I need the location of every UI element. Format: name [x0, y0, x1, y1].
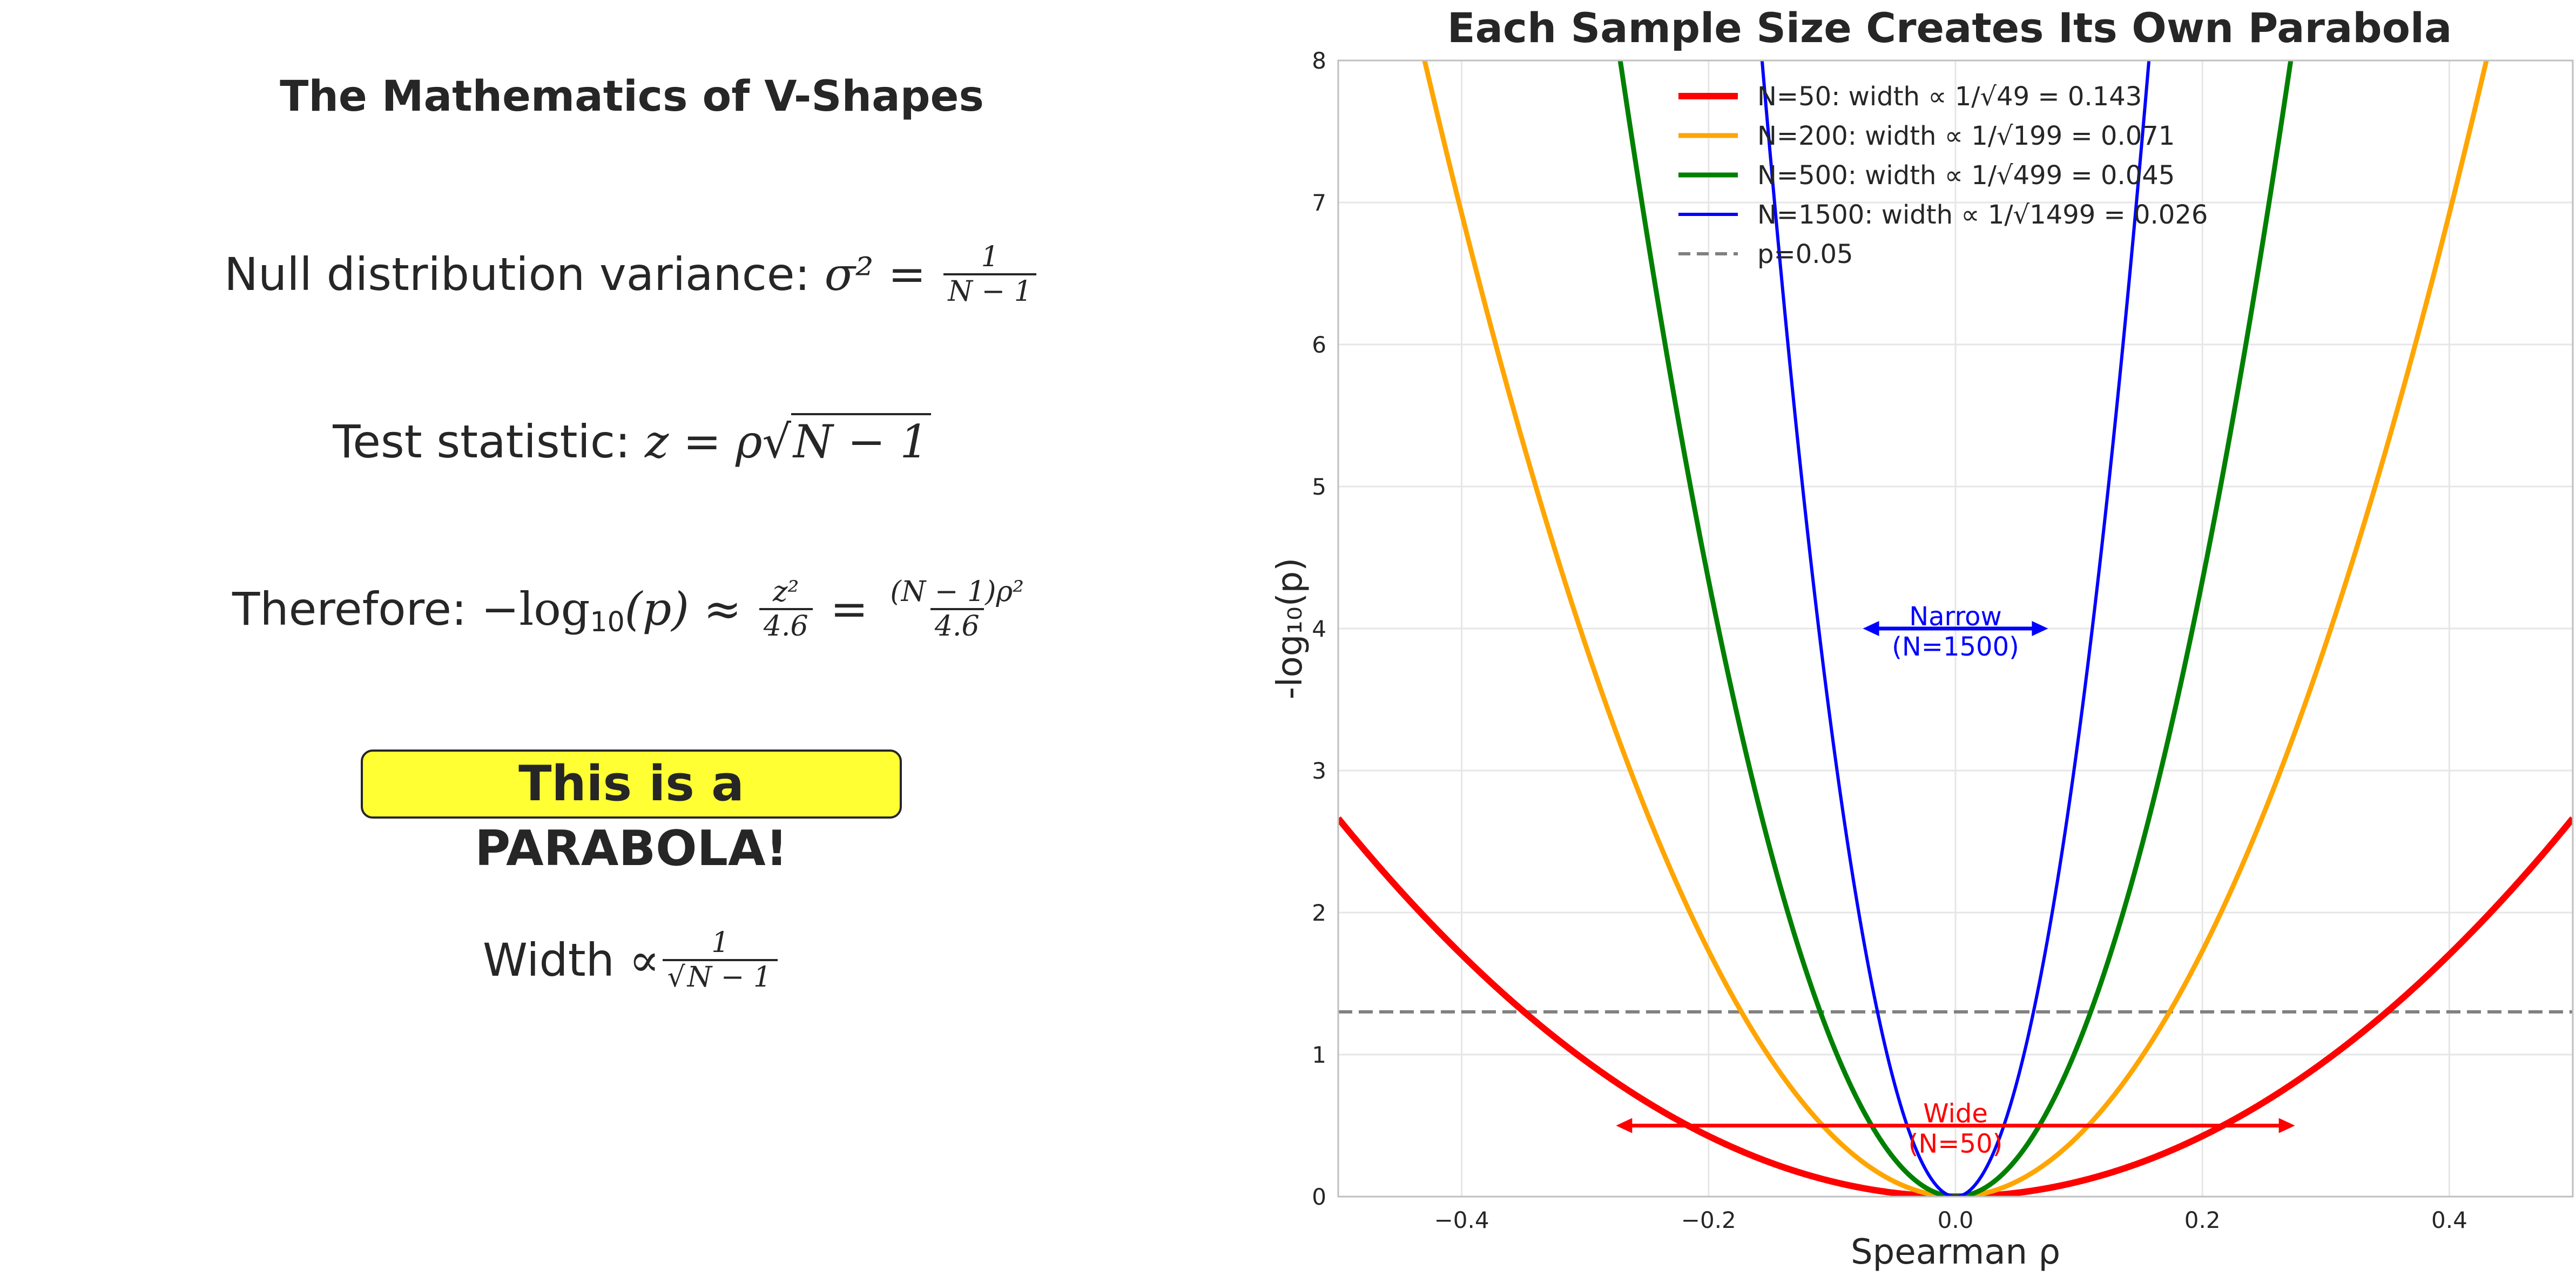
legend-label: N=50: width ∝ 1/√49 = 0.143	[1757, 82, 2142, 112]
series-lines	[1338, 60, 2573, 1197]
plot-frame	[1337, 59, 2574, 1198]
series-line-n200	[1422, 60, 2489, 1197]
width-fraction: 1 √N − 1	[663, 927, 778, 994]
y-tick-label: 1	[1312, 1042, 1326, 1068]
annotation-label-line2: (N=50)	[1909, 1129, 2003, 1159]
width-denominator: N − 1	[685, 959, 774, 994]
parabola-callout: This is a PARABOLA!	[361, 749, 902, 877]
y-tick-label: 7	[1312, 190, 1326, 216]
variance-lhs: σ² =	[824, 248, 941, 301]
test-statistic-sqrt-arg: N − 1	[791, 413, 931, 469]
width-numerator: 1	[711, 927, 730, 959]
annotation-label-line1: Wide	[1923, 1099, 1988, 1129]
legend: N=50: width ∝ 1/√49 = 0.143 N=200: width …	[1678, 82, 2208, 269]
left-panel-title: The Mathematics of V-Shapes	[280, 72, 984, 121]
annotation-arrowhead-right	[2278, 1118, 2295, 1133]
x-tick-label: 0.4	[2431, 1207, 2467, 1233]
test-statistic-equation: Test statistic: z = ρ√N − 1	[0, 413, 1264, 469]
y-tick-label: 3	[1312, 758, 1326, 784]
annotation-label-line1: Narrow	[1909, 602, 2002, 632]
y-tick-label: 4	[1312, 616, 1326, 642]
x-tick-label: −0.4	[1434, 1207, 1489, 1233]
y-tick-label: 5	[1312, 474, 1326, 500]
x-tick-label: 0.0	[1938, 1207, 1974, 1233]
y-tick-label: 6	[1312, 332, 1326, 358]
test-statistic-label: Test statistic:	[333, 415, 645, 469]
width-label: Width	[482, 934, 629, 987]
legend-label: N=500: width ∝ 1/√499 = 0.045	[1757, 160, 2175, 191]
y-tick-label: 2	[1312, 900, 1326, 926]
annotation-arrowhead-left	[1616, 1118, 1633, 1133]
x-tick-label: −0.2	[1681, 1207, 1736, 1233]
log-p-den-2: 4.6	[930, 608, 984, 640]
test-statistic-lhs: z = ρ	[645, 415, 763, 469]
log-p-lhs: −log	[481, 583, 590, 636]
log-p-subscript: 10	[590, 605, 625, 638]
annotation-arrowhead-left	[1863, 621, 1879, 636]
legend-label: p=0.05	[1757, 239, 1853, 269]
y-axis-label: -log₁₀(p)	[1270, 558, 1310, 700]
width-equation: Width ∝ 1 √N − 1	[0, 927, 1264, 994]
log-p-num-1: z²	[773, 576, 799, 608]
log-p-den-1: 4.6	[759, 608, 813, 640]
y-tick-label: 0	[1312, 1184, 1326, 1210]
y-tick-label: 8	[1312, 48, 1326, 74]
log-p-label: Therefore:	[232, 583, 481, 636]
legend-label: N=200: width ∝ 1/√199 = 0.071	[1757, 121, 2175, 151]
width-denominator-wrap: √N − 1	[663, 959, 778, 994]
log-p-equation: Therefore: −log10(p) ≈ z² 4.6 = (N − 1)ρ²…	[0, 578, 1264, 640]
log-p-fraction-2: (N − 1)ρ² 4.6	[886, 578, 1028, 640]
chart-title: Each Sample Size Creates Its Own Parabol…	[1447, 4, 2452, 52]
log-p-equals: =	[815, 583, 883, 636]
variance-label: Null distribution variance:	[224, 248, 825, 301]
math-explanation-panel: The Mathematics of V-Shapes Null distrib…	[0, 0, 1264, 1283]
annotation-label-line2: (N=1500)	[1892, 632, 2019, 662]
series-line-n50	[1338, 816, 2573, 1197]
variance-denominator: N − 1	[943, 273, 1036, 306]
x-axis-label: Spearman ρ	[1851, 1232, 2060, 1272]
x-tick-label: 0.2	[2184, 1207, 2221, 1233]
width-proportional: ∝	[629, 934, 660, 987]
legend-label: N=1500: width ∝ 1/√1499 = 0.026	[1757, 200, 2208, 230]
annotations: Narrow(N=1500) Wide(N=50)	[1616, 602, 2295, 1159]
annotation-arrowhead-right	[2032, 621, 2048, 636]
axis-ticks: −0.4 −0.2 0.0 0.2 0.4 0 1 2 3 4 5 6 7 8	[1312, 48, 2467, 1233]
log-p-arg: (p) ≈	[624, 583, 756, 636]
log-p-num-2: (N − 1)ρ²	[890, 576, 1024, 608]
log-p-fraction-1: z² 4.6	[759, 578, 813, 640]
variance-numerator: 1	[981, 241, 999, 273]
